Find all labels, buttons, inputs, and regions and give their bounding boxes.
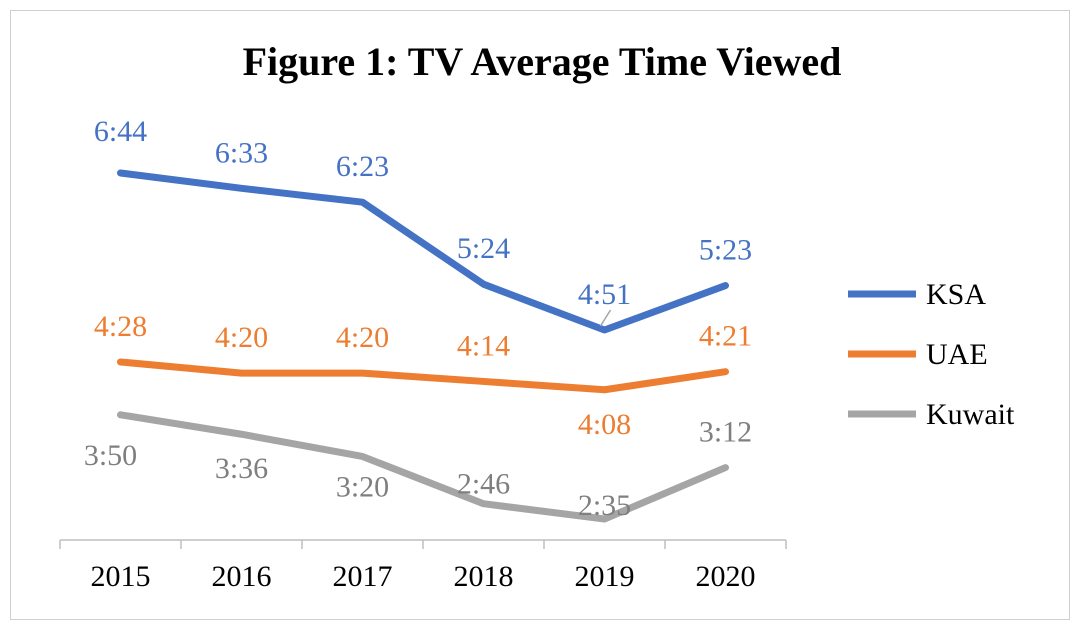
data-label-kuwait: 3:12 (699, 416, 752, 449)
data-label-uae: 4:21 (699, 320, 752, 353)
x-tick-label: 2015 (91, 560, 151, 593)
data-label-ksa: 6:23 (336, 150, 389, 183)
legend-label-kuwait: Kuwait (926, 398, 1015, 431)
leader-line (599, 309, 612, 327)
data-label-kuwait: 3:50 (84, 439, 137, 472)
series-line-kuwait (117, 411, 729, 523)
legend-label-uae: UAE (926, 338, 988, 371)
legend: KSA UAE Kuwait (848, 278, 1015, 431)
chart-title: Figure 1: TV Average Time Viewed (243, 39, 842, 84)
data-label-ksa: 5:24 (457, 232, 510, 265)
data-labels: 6:44 6:33 6:23 5:24 4:51 5:23 4:28 4:20 4:20 4:14… (84, 115, 752, 522)
data-label-uae: 4:14 (457, 329, 510, 362)
x-tick-label: 2017 (333, 560, 393, 593)
data-label-ksa: 6:44 (94, 115, 147, 148)
data-label-kuwait: 3:20 (336, 470, 389, 503)
x-tick-label: 2019 (575, 560, 635, 593)
data-label-uae: 4:20 (336, 321, 389, 354)
data-label-uae: 4:08 (578, 408, 631, 441)
data-label-ksa: 4:51 (578, 278, 631, 311)
data-label-ksa: 5:23 (699, 234, 752, 267)
series-lines (117, 169, 729, 523)
x-tick-label: 2018 (454, 560, 514, 593)
x-axis-tick-labels: 2015 2016 2017 2018 2019 2020 (91, 560, 756, 593)
legend-label-ksa: KSA (926, 278, 986, 311)
x-tick-label: 2016 (212, 560, 272, 593)
data-label-uae: 4:20 (215, 321, 268, 354)
data-label-ksa: 6:33 (215, 136, 268, 169)
data-label-uae: 4:28 (94, 310, 147, 343)
x-axis-ticks (59, 540, 787, 549)
series-line-uae (117, 358, 729, 394)
data-label-kuwait: 2:46 (457, 468, 510, 501)
series-line-ksa (117, 169, 729, 334)
x-tick-label: 2020 (696, 560, 756, 593)
data-label-kuwait: 2:35 (578, 489, 631, 522)
data-label-kuwait: 3:36 (215, 452, 268, 485)
chart-frame (10, 10, 1070, 620)
